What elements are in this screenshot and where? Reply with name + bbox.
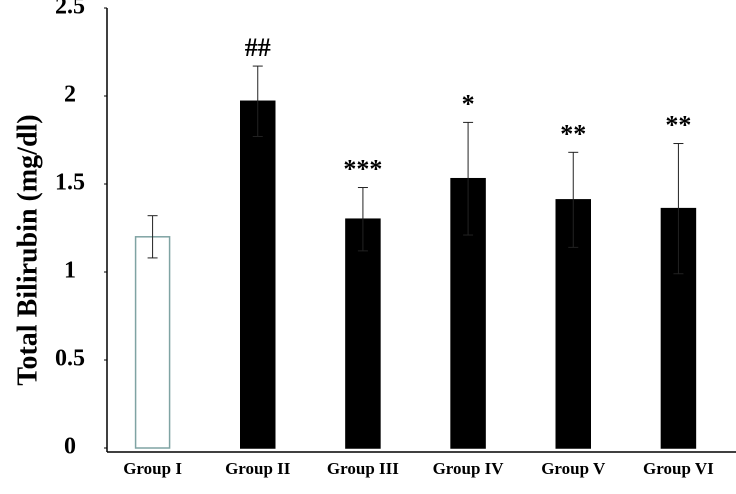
significance-label: ** <box>665 110 691 139</box>
x-tick-label: Group VI <box>643 459 714 478</box>
x-tick-label: Group II <box>225 459 291 478</box>
y-tick-label: 0.5 <box>55 346 85 372</box>
x-tick-label: Group I <box>123 459 182 478</box>
bar <box>240 100 276 449</box>
y-axis-label: Total Bilirubin (mg/dl) <box>12 114 43 385</box>
significance-label: *** <box>343 154 382 183</box>
x-tick-label: Group IV <box>433 459 505 478</box>
bar <box>134 236 171 449</box>
y-tick-label: 1.5 <box>55 170 85 196</box>
y-tick-label: 2.5 <box>55 0 85 20</box>
significance-label: ## <box>245 33 271 62</box>
x-tick-label: Group V <box>541 459 606 478</box>
y-tick-label: 2 <box>64 82 76 108</box>
y-tick-label: 1 <box>64 258 76 284</box>
significance-label: ** <box>560 119 586 148</box>
x-tick-label: Group III <box>327 459 399 478</box>
significance-label: * <box>462 89 475 118</box>
bar <box>345 218 381 449</box>
y-tick-label: 0 <box>64 434 76 460</box>
